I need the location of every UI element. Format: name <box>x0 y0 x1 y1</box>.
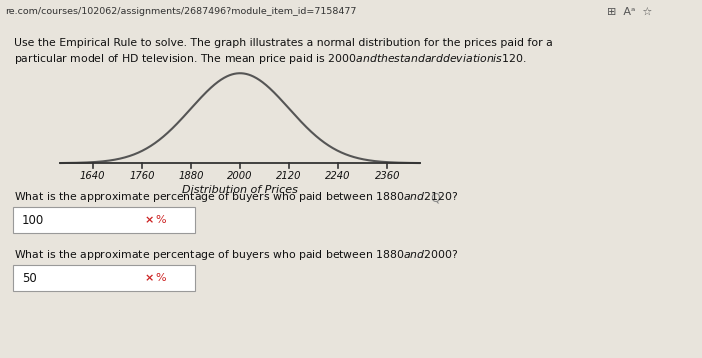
Text: 2120: 2120 <box>277 171 302 181</box>
Text: What is the approximate percentage of buyers who paid between $1880 and $2000?: What is the approximate percentage of bu… <box>14 248 458 262</box>
Text: Distribution of Prices: Distribution of Prices <box>182 185 298 195</box>
Text: 1880: 1880 <box>178 171 204 181</box>
Text: 50: 50 <box>22 272 37 285</box>
Text: Q: Q <box>430 191 440 204</box>
Text: 2360: 2360 <box>375 171 400 181</box>
Text: ⊞  Aᵃ  ☆: ⊞ Aᵃ ☆ <box>607 7 653 16</box>
Text: %: % <box>155 273 166 283</box>
Text: 1760: 1760 <box>129 171 154 181</box>
Text: What is the approximate percentage of buyers who paid between $1880 and $2120?: What is the approximate percentage of bu… <box>14 190 458 204</box>
Text: Use the Empirical Rule to solve. The graph illustrates a normal distribution for: Use the Empirical Rule to solve. The gra… <box>14 38 552 48</box>
Text: re.com/courses/102062/assignments/2687496?module_item_id=7158477: re.com/courses/102062/assignments/268749… <box>6 7 357 16</box>
Text: 1640: 1640 <box>80 171 105 181</box>
Text: 100: 100 <box>22 214 44 227</box>
FancyBboxPatch shape <box>13 265 195 291</box>
FancyBboxPatch shape <box>13 207 195 233</box>
Text: 2240: 2240 <box>326 171 351 181</box>
Text: 2000: 2000 <box>227 171 253 181</box>
Text: %: % <box>155 215 166 225</box>
Text: ×: × <box>145 273 154 283</box>
Text: ×: × <box>145 215 154 225</box>
Text: particular model of HD television. The mean price paid is $2000 and the standard: particular model of HD television. The m… <box>14 52 526 66</box>
